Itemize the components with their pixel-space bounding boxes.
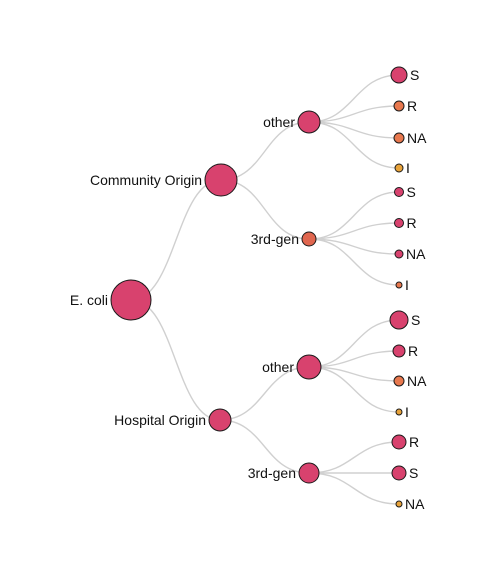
link-hospital-origin-to-hospital-other (219, 366, 310, 421)
node-circle-community-other-na[interactable] (393, 132, 405, 144)
node-hospital-origin[interactable]: Hospital Origin (114, 408, 232, 432)
node-label-community-3rd-gen: 3rd-gen (251, 231, 299, 247)
link-hospital-3rd-gen-to-hospital-3rdgen-na (308, 472, 400, 505)
link-hospital-other-to-hospital-other-s (308, 319, 400, 368)
node-circle-hospital-other-r[interactable] (392, 344, 406, 358)
link-e-coli-to-community-origin (130, 179, 222, 301)
node-community-other-r[interactable]: R (393, 98, 417, 114)
node-label-community-3rdgen-s: S (407, 184, 416, 200)
node-label-hospital-3rdgen-r: R (409, 434, 419, 450)
link-e-coli-to-hospital-origin (130, 299, 221, 421)
node-label-community-3rdgen-i: I (405, 277, 409, 293)
node-label-community-other-i: I (406, 160, 410, 176)
node-hospital-other-i[interactable]: I (395, 404, 409, 420)
link-community-other-to-community-other-s (308, 74, 400, 123)
link-hospital-3rd-gen-to-hospital-3rdgen-r (308, 441, 400, 474)
node-label-hospital-other: other (262, 359, 294, 375)
node-circle-hospital-3rdgen-na[interactable] (395, 500, 403, 508)
node-hospital-3rd-gen[interactable]: 3rd-gen (248, 462, 320, 484)
node-circle-community-other-r[interactable] (393, 100, 405, 112)
node-label-hospital-other-r: R (408, 343, 418, 359)
node-community-3rdgen-s[interactable]: S (394, 184, 416, 200)
node-community-origin[interactable]: Community Origin (90, 163, 238, 197)
node-label-hospital-origin: Hospital Origin (114, 412, 206, 428)
node-circle-community-3rdgen-r[interactable] (394, 218, 404, 228)
link-community-3rd-gen-to-community-3rdgen-na (308, 238, 400, 255)
node-circle-hospital-3rdgen-s[interactable] (391, 465, 407, 481)
node-label-community-3rdgen-r: R (407, 215, 417, 231)
node-label-community-other-r: R (407, 98, 417, 114)
tree-links (130, 74, 400, 505)
node-community-other-i[interactable]: I (394, 160, 410, 176)
node-hospital-other-r[interactable]: R (392, 343, 418, 359)
node-circle-community-other-i[interactable] (394, 163, 404, 173)
node-label-hospital-3rdgen-na: NA (405, 496, 425, 512)
node-community-other[interactable]: other (263, 110, 321, 134)
node-circle-community-3rdgen-na[interactable] (394, 249, 404, 259)
node-circle-hospital-other-na[interactable] (393, 375, 405, 387)
node-circle-hospital-other[interactable] (296, 354, 322, 380)
link-community-other-to-community-other-na (308, 121, 400, 139)
node-hospital-other[interactable]: other (262, 354, 322, 380)
node-label-hospital-other-i: I (405, 404, 409, 420)
link-hospital-other-to-hospital-other-r (308, 350, 400, 368)
node-circle-community-other[interactable] (297, 110, 321, 134)
node-circle-e-coli[interactable] (110, 279, 152, 321)
node-circle-hospital-3rd-gen[interactable] (298, 462, 320, 484)
node-circle-community-3rdgen-s[interactable] (394, 187, 404, 197)
node-hospital-other-na[interactable]: NA (393, 373, 427, 389)
node-label-community-3rdgen-na: NA (406, 246, 426, 262)
node-circle-hospital-other-s[interactable] (389, 310, 409, 330)
node-hospital-other-s[interactable]: S (389, 310, 420, 330)
node-community-other-na[interactable]: NA (393, 130, 427, 146)
node-hospital-3rdgen-na[interactable]: NA (395, 496, 425, 512)
node-community-3rdgen-i[interactable]: I (395, 277, 409, 293)
node-circle-community-other-s[interactable] (390, 66, 408, 84)
link-community-other-to-community-other-i (308, 121, 400, 169)
node-circle-hospital-origin[interactable] (208, 408, 232, 432)
link-community-3rd-gen-to-community-3rdgen-i (308, 238, 400, 286)
node-community-other-s[interactable]: S (390, 66, 419, 84)
node-community-3rd-gen[interactable]: 3rd-gen (251, 231, 317, 247)
node-circle-community-3rd-gen[interactable] (301, 231, 317, 247)
link-community-3rd-gen-to-community-3rdgen-r (308, 222, 400, 240)
node-community-3rdgen-r[interactable]: R (394, 215, 417, 231)
link-hospital-origin-to-hospital-3rd-gen (219, 419, 310, 474)
link-hospital-other-to-hospital-other-i (308, 366, 400, 413)
link-hospital-other-to-hospital-other-na (308, 366, 400, 382)
node-label-community-origin: Community Origin (90, 172, 202, 188)
node-label-hospital-other-na: NA (407, 373, 427, 389)
node-e-coli[interactable]: E. coli (70, 279, 152, 321)
node-label-hospital-3rdgen-s: S (409, 465, 418, 481)
node-circle-hospital-3rdgen-r[interactable] (391, 434, 407, 450)
node-label-community-other: other (263, 114, 295, 130)
node-hospital-3rdgen-s[interactable]: S (391, 465, 418, 481)
node-hospital-3rdgen-r[interactable]: R (391, 434, 419, 450)
node-label-community-other-na: NA (407, 130, 427, 146)
node-label-hospital-other-s: S (411, 312, 420, 328)
link-community-other-to-community-other-r (308, 105, 400, 123)
node-label-hospital-3rd-gen: 3rd-gen (248, 465, 296, 481)
node-community-3rdgen-na[interactable]: NA (394, 246, 426, 262)
node-circle-community-origin[interactable] (204, 163, 238, 197)
node-label-e-coli: E. coli (70, 292, 108, 308)
node-label-community-other-s: S (410, 67, 419, 83)
link-community-3rd-gen-to-community-3rdgen-s (308, 191, 400, 240)
node-circle-community-3rdgen-i[interactable] (395, 281, 403, 289)
node-circle-hospital-other-i[interactable] (395, 408, 403, 416)
